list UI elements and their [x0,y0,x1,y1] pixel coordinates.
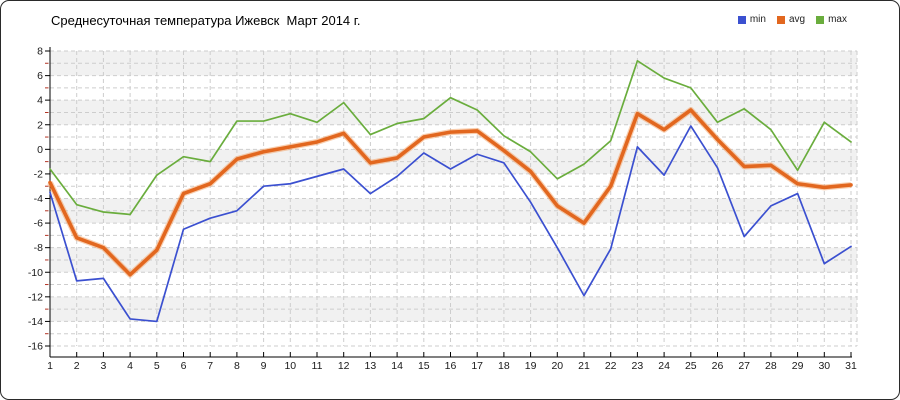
x-tick-label: 15 [418,360,430,372]
gridlines [49,50,858,347]
y-tick-label: 4 [37,95,43,107]
x-tick-label: 12 [338,360,350,372]
legend-label-min: min [749,14,766,25]
series-line-avg [48,108,853,277]
y-tick-label: -14 [28,316,43,328]
x-tick-label: 17 [471,360,483,372]
y-tick-label: -12 [28,291,43,303]
legend-item-min[interactable]: min [737,14,766,25]
series-line-max [49,59,852,216]
x-tick-label: 1 [47,360,53,372]
x-tick-label: 16 [445,360,457,372]
y-tick-label: -8 [34,242,43,254]
x-tick-label: 2 [74,360,80,372]
x-tick-label: 20 [551,360,563,372]
x-tick-label: 7 [207,360,213,372]
x-tick-label: 9 [261,360,267,372]
x-tick-label: 22 [605,360,617,372]
x-tick-label: 6 [181,360,187,372]
legend-swatch-avg-icon [776,15,785,24]
x-tick-label: 18 [498,360,510,372]
y-tick-label: 0 [37,144,43,156]
x-tick-label: 14 [391,360,403,372]
x-tick-label: 25 [685,360,697,372]
legend-swatch-max-icon [816,15,825,24]
y-tick-label: -10 [28,267,43,279]
y-tick-label: 8 [37,46,43,58]
x-tick-label: 8 [234,360,240,372]
legend-swatch-min-icon [737,15,746,24]
legend-label-max: max [828,14,847,25]
legend-item-max[interactable]: max [816,14,847,25]
series-line-min [49,125,852,323]
x-tick-label: 28 [765,360,777,372]
x-tick-label: 23 [632,360,644,372]
x-tick-label: 31 [845,360,857,372]
x-tick-label: 30 [818,360,830,372]
legend-item-avg[interactable]: avg [776,14,806,25]
y-axis-ticks: 8 6 4 2 0 -2 -4 -6 -8 -10 -12 -14 -16 [28,46,50,353]
chart-title: Среднесуточная температура Ижевск Март 2… [51,13,361,28]
y-tick-label: -6 [34,218,43,230]
x-tick-label: 21 [578,360,590,372]
x-tick-label: 13 [365,360,377,372]
x-tick-label: 26 [712,360,724,372]
x-tick-label: 3 [100,360,106,372]
y-tick-label: 2 [37,119,43,131]
x-tick-label: 11 [312,360,323,372]
y-tick-label: 6 [37,70,43,82]
x-tick-label: 19 [525,360,537,372]
legend-label-avg: avg [788,14,806,25]
x-tick-label: 5 [154,360,160,372]
x-axis-ticks: 1 2 3 4 5 6 7 8 9 10 11 12 13 14 15 16 17 18 19 20 21 22 23 24 2… [47,352,857,372]
x-tick-label: 10 [284,360,296,372]
y-tick-label: -4 [34,193,43,205]
y-tick-label: -16 [28,341,43,353]
x-tick-label: 27 [738,360,750,372]
x-tick-label: 29 [792,360,804,372]
x-tick-label: 4 [127,360,133,372]
x-tick-label: 24 [658,360,670,372]
legend: min avg max [737,14,847,25]
y-tick-label: -2 [34,168,43,180]
